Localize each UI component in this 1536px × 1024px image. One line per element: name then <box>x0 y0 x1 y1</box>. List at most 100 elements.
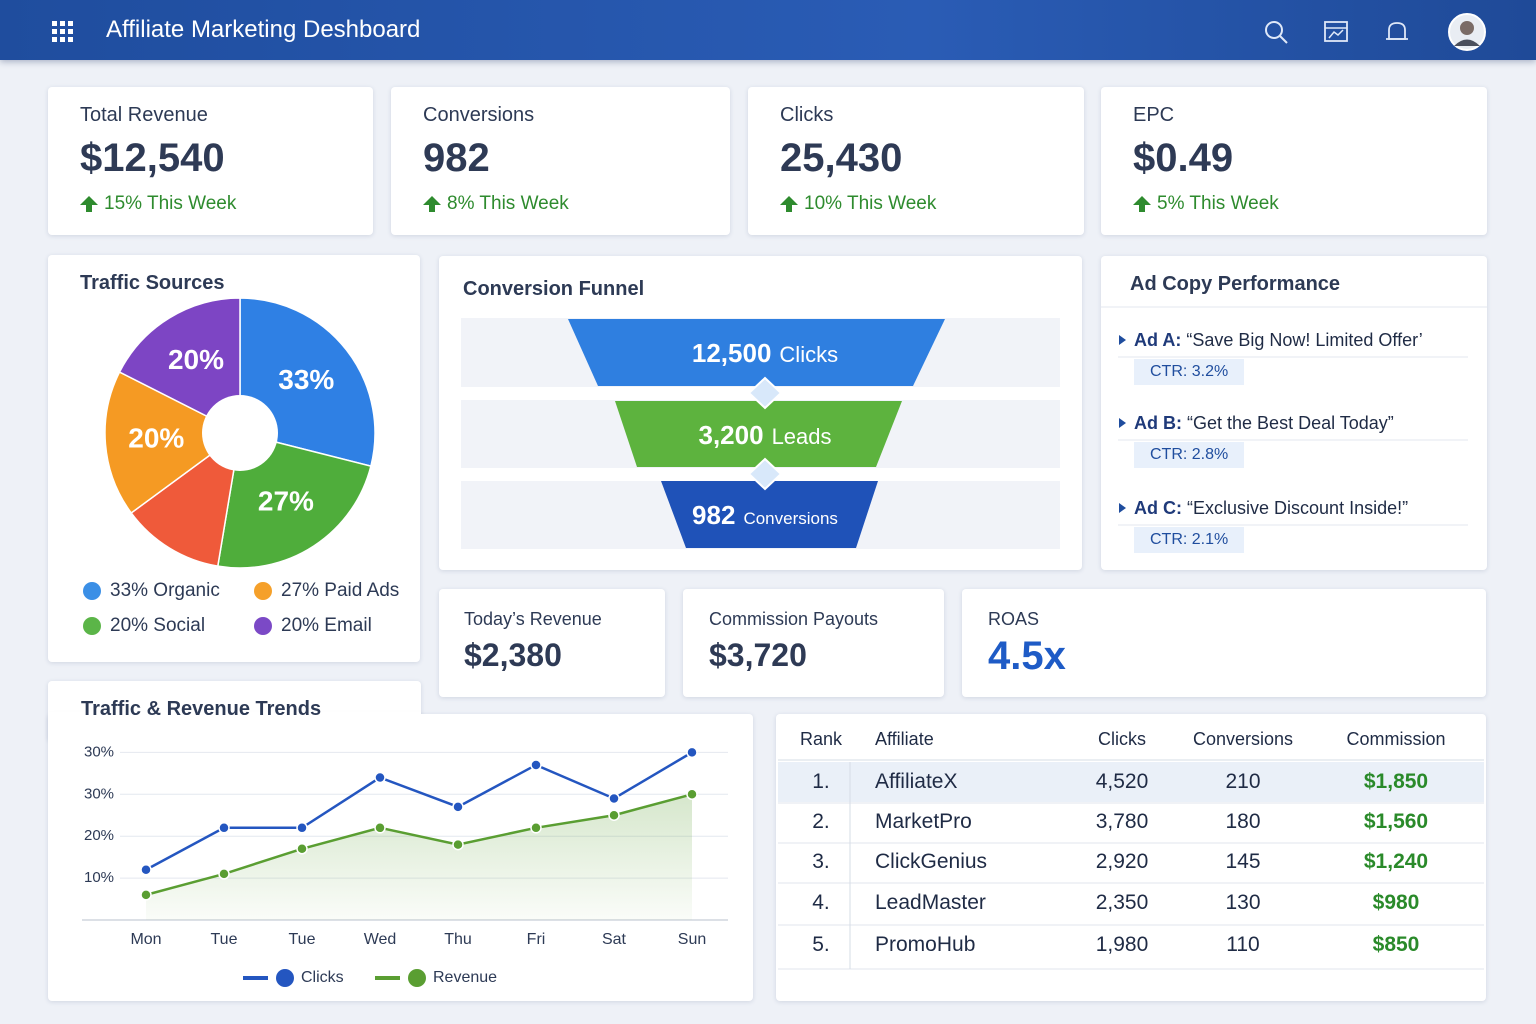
kpi-value: 4.5x <box>988 634 1066 678</box>
funnel-text: 3,200 Leads <box>565 419 965 456</box>
ad-name: Ad A: <box>1134 330 1182 350</box>
kpi-label: Total Revenue <box>80 104 208 126</box>
funnel-value: 12,500 <box>691 338 772 368</box>
ad-name: Ad B: <box>1134 413 1182 433</box>
table-cell: MarketPro <box>875 810 972 833</box>
notifications-icon[interactable] <box>1383 18 1411 46</box>
kpi-label: Commission Payouts <box>709 609 879 629</box>
kpi-change: 15% This Week <box>80 193 236 215</box>
ad-row: Ad A: “Save Big Now! Limited Offer’ <box>1134 330 1423 351</box>
kpi-value: $0.49 <box>1133 136 1234 180</box>
table-cell: 145 <box>1225 850 1261 873</box>
table-cell: PromoHub <box>875 933 976 956</box>
search-icon[interactable] <box>1262 18 1290 46</box>
funnel-label: Conversions <box>743 509 838 528</box>
up-arrow <box>1133 196 1151 212</box>
table-cell: ClickGenius <box>875 850 988 873</box>
kpi-change-text: 15% This Week <box>104 193 237 214</box>
ctr-badge: CTR: 3.2% <box>1134 359 1245 385</box>
table-cell: LeadMaster <box>875 891 986 914</box>
table-header: Commission <box>1346 729 1446 749</box>
table-cell: 210 <box>1225 770 1261 793</box>
card-title: Ad Copy Performance <box>1130 273 1341 295</box>
arrow-shape <box>423 196 441 212</box>
ad-row: Ad C: “Exclusive Discount Inside!” <box>1134 498 1408 519</box>
trends-card-seam <box>48 712 421 742</box>
kpi-change: 10% This Week <box>780 193 936 215</box>
kpi-value: $3,720 <box>709 637 807 673</box>
header-bar <box>0 0 1536 60</box>
kpi-value: $12,540 <box>80 136 225 180</box>
table-cell: 4,520 <box>1095 770 1149 793</box>
legend-label: 33% Organic <box>110 580 220 601</box>
kpi-change-text: 8% This Week <box>447 193 569 214</box>
funnel-value: 3,200 <box>698 420 764 450</box>
table-cell: $1,850 <box>1363 770 1429 793</box>
apps-icon[interactable] <box>50 19 76 43</box>
arrow-shape <box>1133 196 1151 212</box>
table-cell: 180 <box>1225 810 1261 833</box>
table-cell: 2,920 <box>1095 850 1149 873</box>
table-cell: 130 <box>1225 891 1261 914</box>
card-title: Conversion Funnel <box>463 278 645 300</box>
table-cell: $1,560 <box>1363 810 1429 833</box>
table-header: Conversions <box>1192 729 1294 749</box>
table-cell: $980 <box>1372 891 1420 914</box>
funnel-value: 982 <box>692 500 736 530</box>
legend-label: 27% Paid Ads <box>281 580 400 601</box>
kpi-value: $2,380 <box>464 637 562 673</box>
table-cell: 3. <box>812 850 830 873</box>
small-kpi-card <box>439 589 665 697</box>
reports-icon[interactable] <box>1322 18 1350 46</box>
up-arrow <box>80 196 98 212</box>
kpi-change: 8% This Week <box>423 193 569 215</box>
arrow-shape <box>80 196 98 212</box>
funnel-text: 12,500 Clicks <box>565 337 965 374</box>
ad-text: “Get the Best Deal Today” <box>1187 413 1394 433</box>
table-cell: 2,350 <box>1095 891 1149 914</box>
legend-dot <box>83 582 101 600</box>
kpi-label: EPC <box>1133 104 1175 126</box>
table-cell: 2. <box>812 810 830 833</box>
table-cell: 4. <box>812 891 830 914</box>
kpi-value: 25,430 <box>780 136 903 180</box>
trends-card <box>48 714 753 1001</box>
kpi-change-text: 5% This Week <box>1157 193 1279 214</box>
ad-copy-card <box>1101 256 1487 570</box>
ad-text: “Exclusive Discount Inside!” <box>1187 498 1409 518</box>
table-cell: 3,780 <box>1095 810 1149 833</box>
table-card <box>776 714 1486 1001</box>
card-title: Traffic & Revenue Trends <box>81 698 322 720</box>
table-cell: 5. <box>812 933 830 956</box>
table-header: Affiliate <box>875 729 934 749</box>
table-cell: $1,240 <box>1363 850 1429 873</box>
funnel-label: Clicks <box>779 342 839 367</box>
funnel-label: Leads <box>771 424 832 449</box>
user-avatar[interactable] <box>1448 13 1486 51</box>
legend-label: 20% Social <box>110 615 206 636</box>
kpi-change: 5% This Week <box>1133 193 1279 215</box>
kpi-card <box>748 87 1084 235</box>
ad-name: Ad C: <box>1134 498 1182 518</box>
up-arrow <box>423 196 441 212</box>
ctr-badge: CTR: 2.8% <box>1134 442 1245 468</box>
up-arrow <box>780 196 798 212</box>
kpi-card <box>391 87 730 235</box>
arrow-shape <box>780 196 798 212</box>
kpi-label: ROAS <box>988 609 1040 629</box>
small-kpi-card <box>962 589 1486 697</box>
ad-text: “Save Big Now! Limited Offer’ <box>1186 330 1423 350</box>
kpi-label: Clicks <box>780 104 834 126</box>
table-cell: $850 <box>1372 933 1420 956</box>
legend-dot <box>254 582 272 600</box>
kpi-card <box>48 87 373 235</box>
card-title: Traffic Sources <box>80 272 225 294</box>
ctr-badge: CTR: 2.1% <box>1134 527 1245 553</box>
kpi-change-text: 10% This Week <box>804 193 937 214</box>
app-title: Affiliate Marketing Deshboard <box>106 16 421 43</box>
legend-label: 20% Email <box>281 615 372 636</box>
table-cell: 110 <box>1226 933 1260 956</box>
table-header: Clicks <box>1098 729 1146 749</box>
kpi-label: Today’s Revenue <box>464 609 602 629</box>
table-cell: 1,980 <box>1095 933 1149 956</box>
